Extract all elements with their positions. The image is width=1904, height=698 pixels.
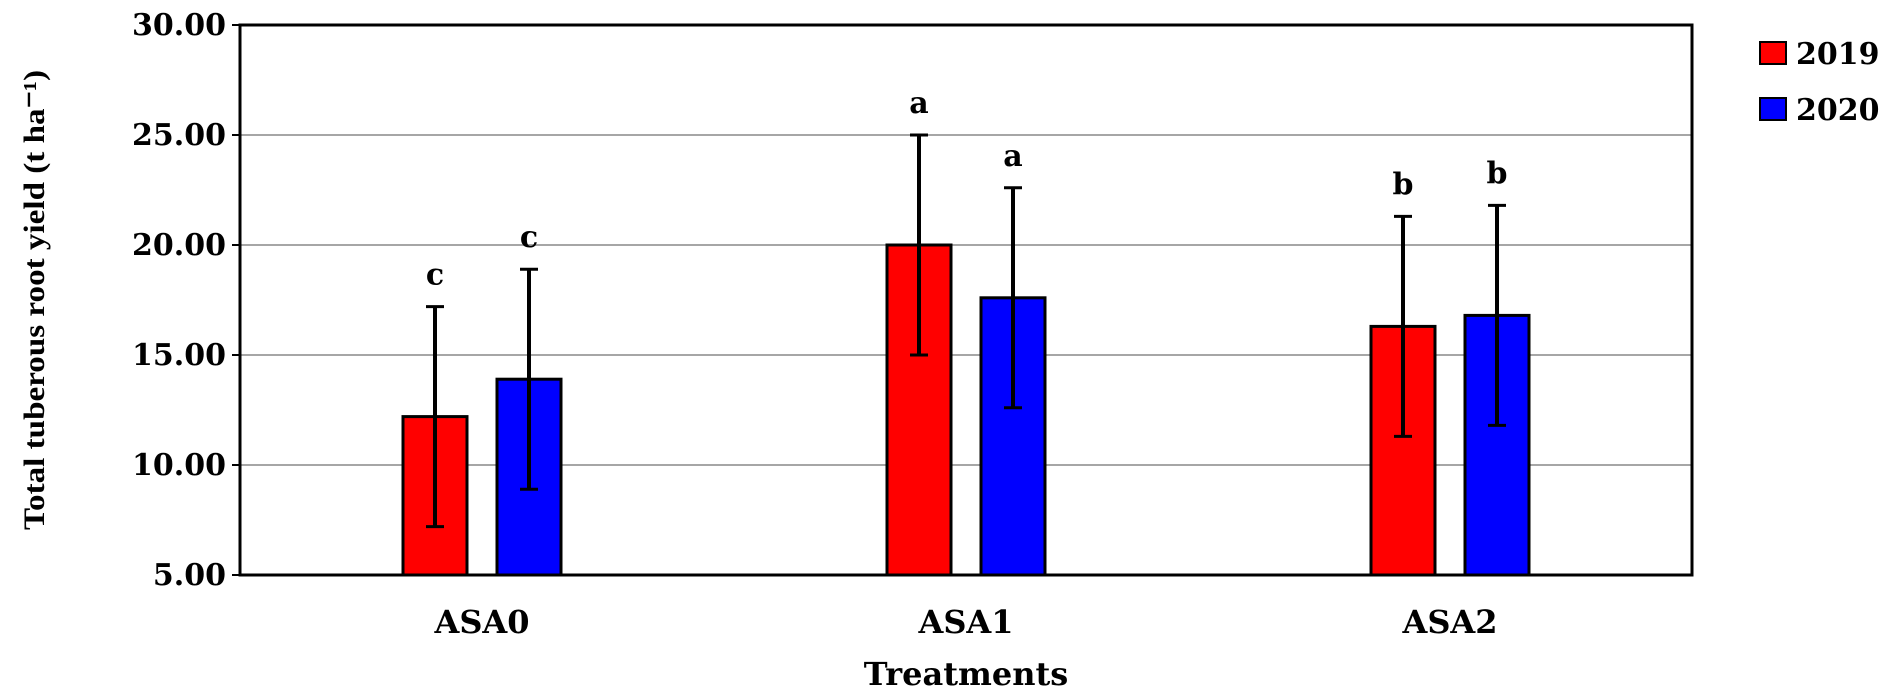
significance-letter: c xyxy=(426,258,444,293)
grid-lines xyxy=(240,134,1692,466)
y-tick-label: 10.00 xyxy=(132,448,226,483)
x-axis-title: Treatments xyxy=(864,655,1069,693)
significance-letters: c c a a b b xyxy=(426,86,1508,293)
y-axis-title: Total tuberous root yield (t ha⁻¹) xyxy=(18,70,51,530)
y-tick-label: 15.00 xyxy=(132,338,226,373)
legend-label-2019: 2019 xyxy=(1796,37,1880,72)
error-bars xyxy=(426,133,1506,529)
x-tick-label: ASA2 xyxy=(1401,603,1497,641)
y-tick-label: 30.00 xyxy=(132,8,226,43)
y-tick-label: 5.00 xyxy=(153,558,226,593)
plot-area-frame xyxy=(238,23,1694,577)
y-tick-label: 25.00 xyxy=(132,118,226,153)
significance-letter: c xyxy=(520,220,538,255)
significance-letter: b xyxy=(1487,156,1508,191)
significance-letter: a xyxy=(909,86,928,121)
bars xyxy=(401,243,1531,577)
significance-letter: a xyxy=(1003,139,1022,174)
y-tick-label: 20.00 xyxy=(132,228,226,263)
y-axis-ticks: 5.00 10.00 15.00 20.00 25.00 30.00 xyxy=(132,8,240,593)
legend-swatch-2020 xyxy=(1759,97,1787,121)
significance-letter: b xyxy=(1393,167,1414,202)
legend-swatch-2019 xyxy=(1759,41,1787,65)
legend: 2019 2020 xyxy=(1759,37,1880,128)
x-tick-label: ASA0 xyxy=(433,603,529,641)
x-tick-label: ASA1 xyxy=(917,603,1013,641)
bar-2019-ASA2 xyxy=(1369,324,1437,577)
x-axis-ticks: ASA0 ASA1 ASA2 xyxy=(433,603,1497,641)
legend-label-2020: 2020 xyxy=(1796,93,1880,128)
